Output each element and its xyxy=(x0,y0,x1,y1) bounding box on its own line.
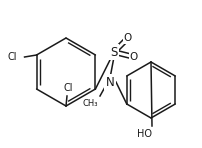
Text: HO: HO xyxy=(137,129,152,139)
Text: O: O xyxy=(129,52,137,62)
Text: Cl: Cl xyxy=(8,52,17,62)
Text: N: N xyxy=(105,75,114,89)
Text: CH₃: CH₃ xyxy=(82,99,97,107)
Text: S: S xyxy=(110,45,117,58)
Text: O: O xyxy=(123,33,132,43)
Text: Cl: Cl xyxy=(63,83,72,93)
